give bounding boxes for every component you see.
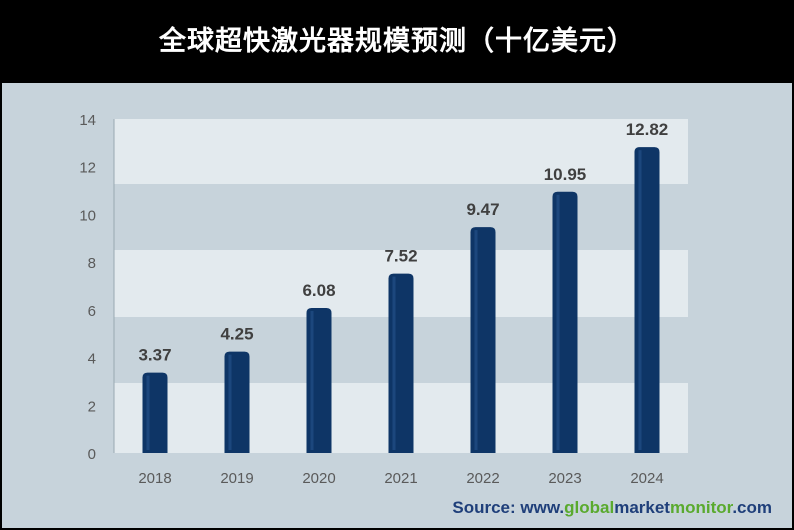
x-tick-label: 2021 [384,470,417,487]
y-tick-label: 10 [79,207,96,224]
title-bar: 全球超快激光器规模预测（十亿美元） [0,0,794,83]
y-axis: 0 2 4 6 8 10 12 14 [79,112,96,463]
bar-highlight [638,150,642,450]
value-label: 3.37 [138,346,171,365]
chart-panel: 0 2 4 6 8 10 12 14 3.37 4.25 6.08 7.52 9.47 10.95 12.… [2,83,792,528]
chart-title: 全球超快激光器规模预测（十亿美元） [159,26,635,57]
value-labels: 3.37 4.25 6.08 7.52 9.47 10.95 12.82 [138,120,668,364]
bar-highlight [556,194,560,450]
x-axis: 2018 2019 2020 2021 2022 2023 2024 [138,470,663,487]
source-prefix: Source: www. [452,498,565,517]
bar-chart: 0 2 4 6 8 10 12 14 3.37 4.25 6.08 7.52 9.47 10.95 12.… [79,112,688,487]
source-credit: Source: www.globalmarketmonitor.com [452,498,772,518]
bar [634,147,660,453]
bar [306,307,332,453]
bar [142,372,168,453]
source-part-global: global [564,498,615,517]
y-tick-label: 0 [88,446,96,463]
bar [470,227,496,453]
y-tick-label: 8 [88,255,96,272]
x-tick-label: 2018 [138,470,171,487]
source-part-market: market [614,498,670,517]
x-tick-label: 2020 [302,470,335,487]
y-tick-label: 12 [79,160,96,177]
source-part-monitor: monitor [669,498,733,517]
bar-highlight [228,354,232,450]
value-label: 12.82 [626,120,669,139]
x-tick-label: 2022 [466,470,499,487]
y-tick-label: 14 [79,112,96,129]
y-tick-label: 6 [88,303,96,320]
y-tick-label: 2 [88,398,96,415]
x-tick-label: 2019 [220,470,253,487]
grid-band [114,184,688,250]
x-tick-label: 2024 [630,470,663,487]
value-label: 9.47 [466,200,499,219]
y-tick-label: 4 [88,351,96,368]
value-label: 7.52 [384,247,417,266]
x-tick-label: 2023 [548,470,581,487]
value-label: 4.25 [220,325,253,344]
value-label: 6.08 [302,281,335,300]
bar [388,273,414,453]
bar-highlight [474,230,478,450]
bar [552,191,578,453]
bars [142,147,660,453]
bar-highlight [392,276,396,450]
bar-highlight [310,310,314,450]
value-label: 10.95 [544,165,587,184]
bar-highlight [146,375,150,450]
bar [224,351,250,453]
grid-band [114,119,688,184]
source-suffix: .com [732,498,772,517]
